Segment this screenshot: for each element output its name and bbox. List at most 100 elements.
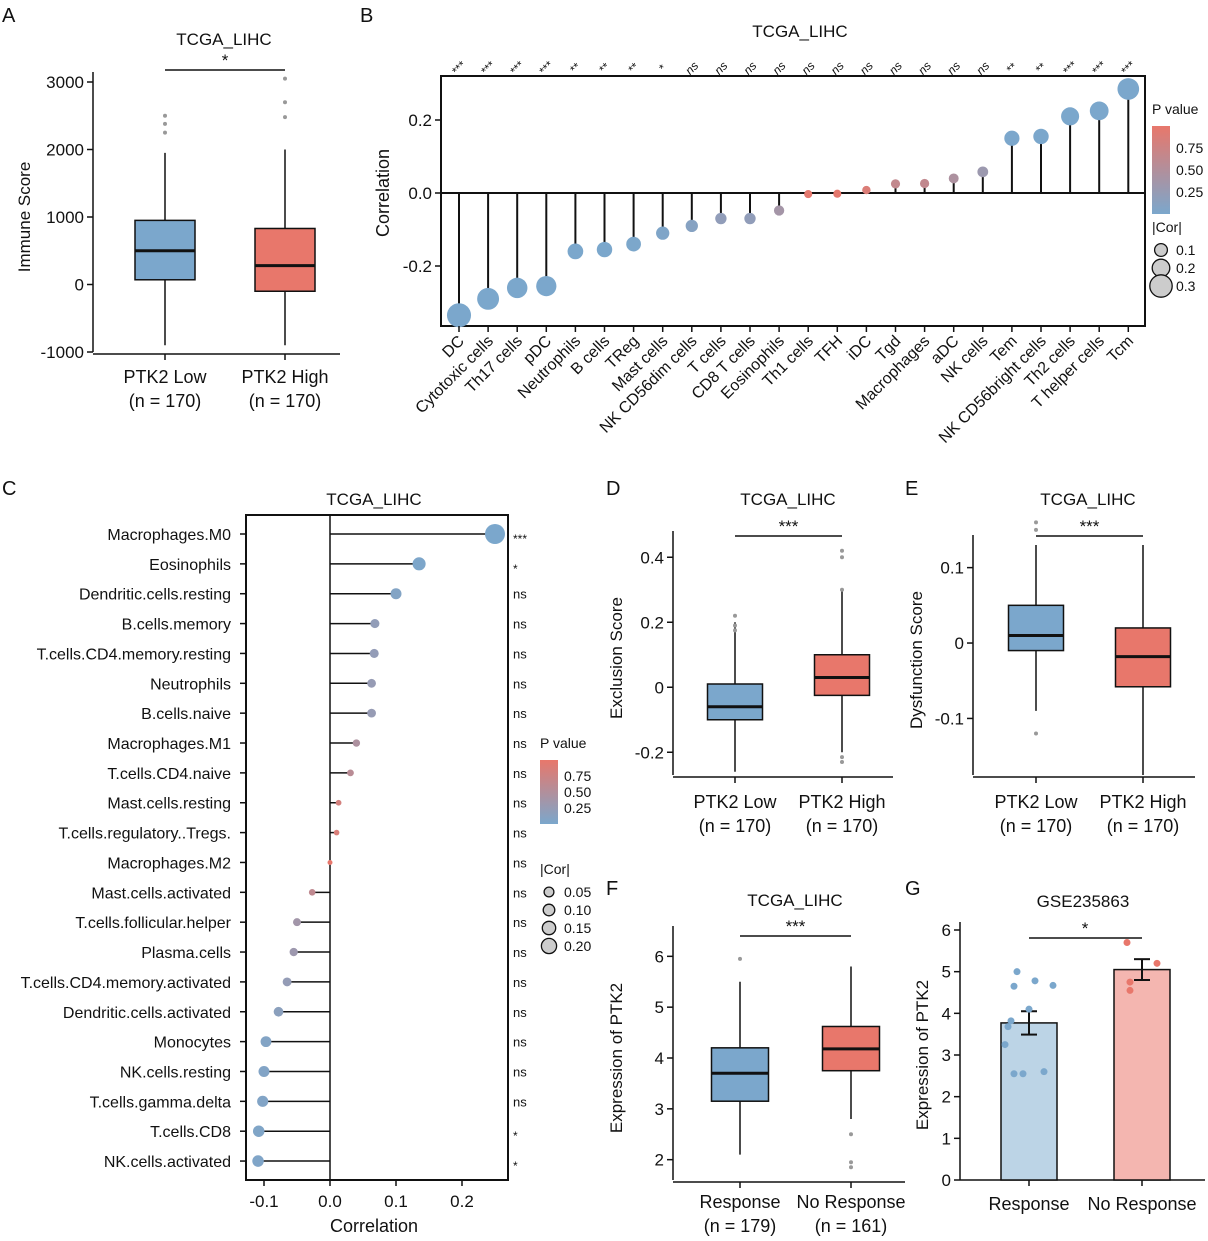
lollipop-point [890, 179, 901, 189]
lollipop-point [744, 212, 756, 225]
panel-label-B: B [360, 5, 373, 27]
y-tick-label: B.cells.memory [122, 617, 231, 634]
significance-label: ns [513, 826, 527, 841]
x-tick-label: No Response [796, 1192, 905, 1212]
chart-title: TCGA_LIHC [740, 490, 835, 509]
y-tick-label: Dendritic.cells.resting [79, 587, 231, 604]
lollipop-point [369, 648, 379, 658]
group-n-label: (n = 170) [129, 391, 202, 411]
lollipop-point [335, 799, 342, 806]
group-n-label: (n = 179) [704, 1216, 777, 1236]
significance-label: ** [567, 60, 584, 77]
significance-label: ns [944, 59, 963, 78]
data-point [1004, 1023, 1012, 1031]
outlier-point [733, 628, 737, 633]
chart-title: TCGA_LIHC [747, 891, 842, 910]
panel-label-A: A [2, 5, 16, 27]
y-tick-label: T.cells.CD4.naive [107, 766, 231, 783]
lollipop-point [390, 588, 402, 600]
lollipop-point [948, 173, 959, 184]
significance-label: *** [1080, 517, 1100, 536]
lollipop-point [367, 678, 376, 688]
pvalue-colorbar [1152, 126, 1170, 214]
significance-label: * [1082, 919, 1089, 938]
panel-label-E: E [905, 478, 918, 500]
y-tick-label: Mast.cells.resting [107, 796, 231, 813]
y-tick-label: 1 [942, 1129, 951, 1148]
outlier-point [840, 555, 844, 560]
y-tick-label: 2 [942, 1088, 951, 1107]
y-tick-label: T.cells.regulatory..Tregs. [59, 826, 232, 843]
significance-label: *** [1118, 58, 1138, 78]
significance-label: ns [828, 59, 847, 78]
plot-frame [440, 75, 1146, 327]
data-point [1019, 1070, 1027, 1078]
y-tick-label: 6 [655, 947, 664, 966]
outlier-point [733, 623, 737, 628]
lollipop-point [656, 226, 670, 240]
size-legend-circle [540, 937, 558, 955]
y-tick-label: 0.1 [940, 559, 964, 578]
y-tick-label: 0.2 [408, 111, 432, 130]
significance-label: ns [682, 59, 701, 78]
significance-label: *** [478, 58, 498, 78]
data-point [1031, 977, 1039, 985]
size-legend-label: 0.15 [564, 920, 591, 936]
lollipop-point [1089, 101, 1109, 121]
significance-label: *** [513, 532, 527, 546]
significance-label: ns [513, 975, 527, 990]
data-point [1013, 968, 1021, 976]
significance-label: ns [886, 59, 905, 78]
box [813, 654, 871, 697]
lollipop-point [258, 1065, 270, 1077]
significance-label: ns [513, 646, 527, 661]
lollipop-point [685, 219, 698, 233]
y-tick-label: B.cells.naive [141, 706, 231, 723]
outlier-point [283, 76, 287, 81]
colorbar-tick-label: 0.25 [564, 800, 591, 816]
y-tick-label: 0 [75, 276, 84, 295]
lollipop-point [773, 205, 785, 216]
lollipop-point [289, 947, 298, 957]
y-tick-label: 5 [655, 998, 664, 1017]
significance-label: ns [741, 59, 760, 78]
lollipop-point [536, 275, 557, 297]
legend-title-pvalue: P value [1152, 101, 1199, 117]
y-tick-label: Macrophages.M0 [107, 527, 231, 544]
lollipop-point [567, 243, 584, 260]
significance-label: ns [513, 1064, 527, 1079]
y-axis-label: Expression of PTK2 [607, 983, 626, 1133]
colorbar-tick-label: 0.50 [1176, 162, 1203, 178]
x-tick-label: iDC [844, 333, 875, 364]
panel-label-G: G [905, 878, 921, 900]
chart-title: TCGA_LIHC [326, 490, 421, 509]
group-n-label: (n = 170) [806, 816, 879, 836]
data-point [1153, 959, 1161, 967]
significance-label: ns [513, 1005, 527, 1020]
y-tick-label: NK.cells.resting [120, 1064, 231, 1081]
y-axis-label: Immune Score [15, 162, 34, 273]
significance-label: * [513, 562, 518, 576]
lollipop-point [293, 918, 301, 927]
significance-label: * [656, 61, 669, 74]
panel-label-C: C [2, 478, 16, 500]
y-tick-label: T.cells.follicular.helper [75, 915, 231, 932]
lollipop-point [282, 977, 292, 987]
x-tick-label: PTK2 High [798, 792, 885, 812]
significance-label: ns [513, 736, 527, 751]
lollipop-point [412, 557, 426, 571]
data-point [1007, 1017, 1015, 1025]
data-point [1025, 1005, 1033, 1013]
x-tick-label: PTK2 High [1099, 792, 1186, 812]
x-tick-label: No Response [1087, 1194, 1196, 1214]
significance-label: ns [513, 1035, 527, 1050]
outlier-point [1034, 731, 1038, 736]
box [254, 227, 316, 293]
pvalue-colorbar [540, 760, 558, 824]
lollipop-point [715, 212, 727, 225]
significance-label: *** [536, 58, 556, 78]
chart-title: TCGA_LIHC [752, 22, 847, 41]
size-legend-circle [1149, 274, 1173, 298]
outlier-point [163, 130, 167, 135]
